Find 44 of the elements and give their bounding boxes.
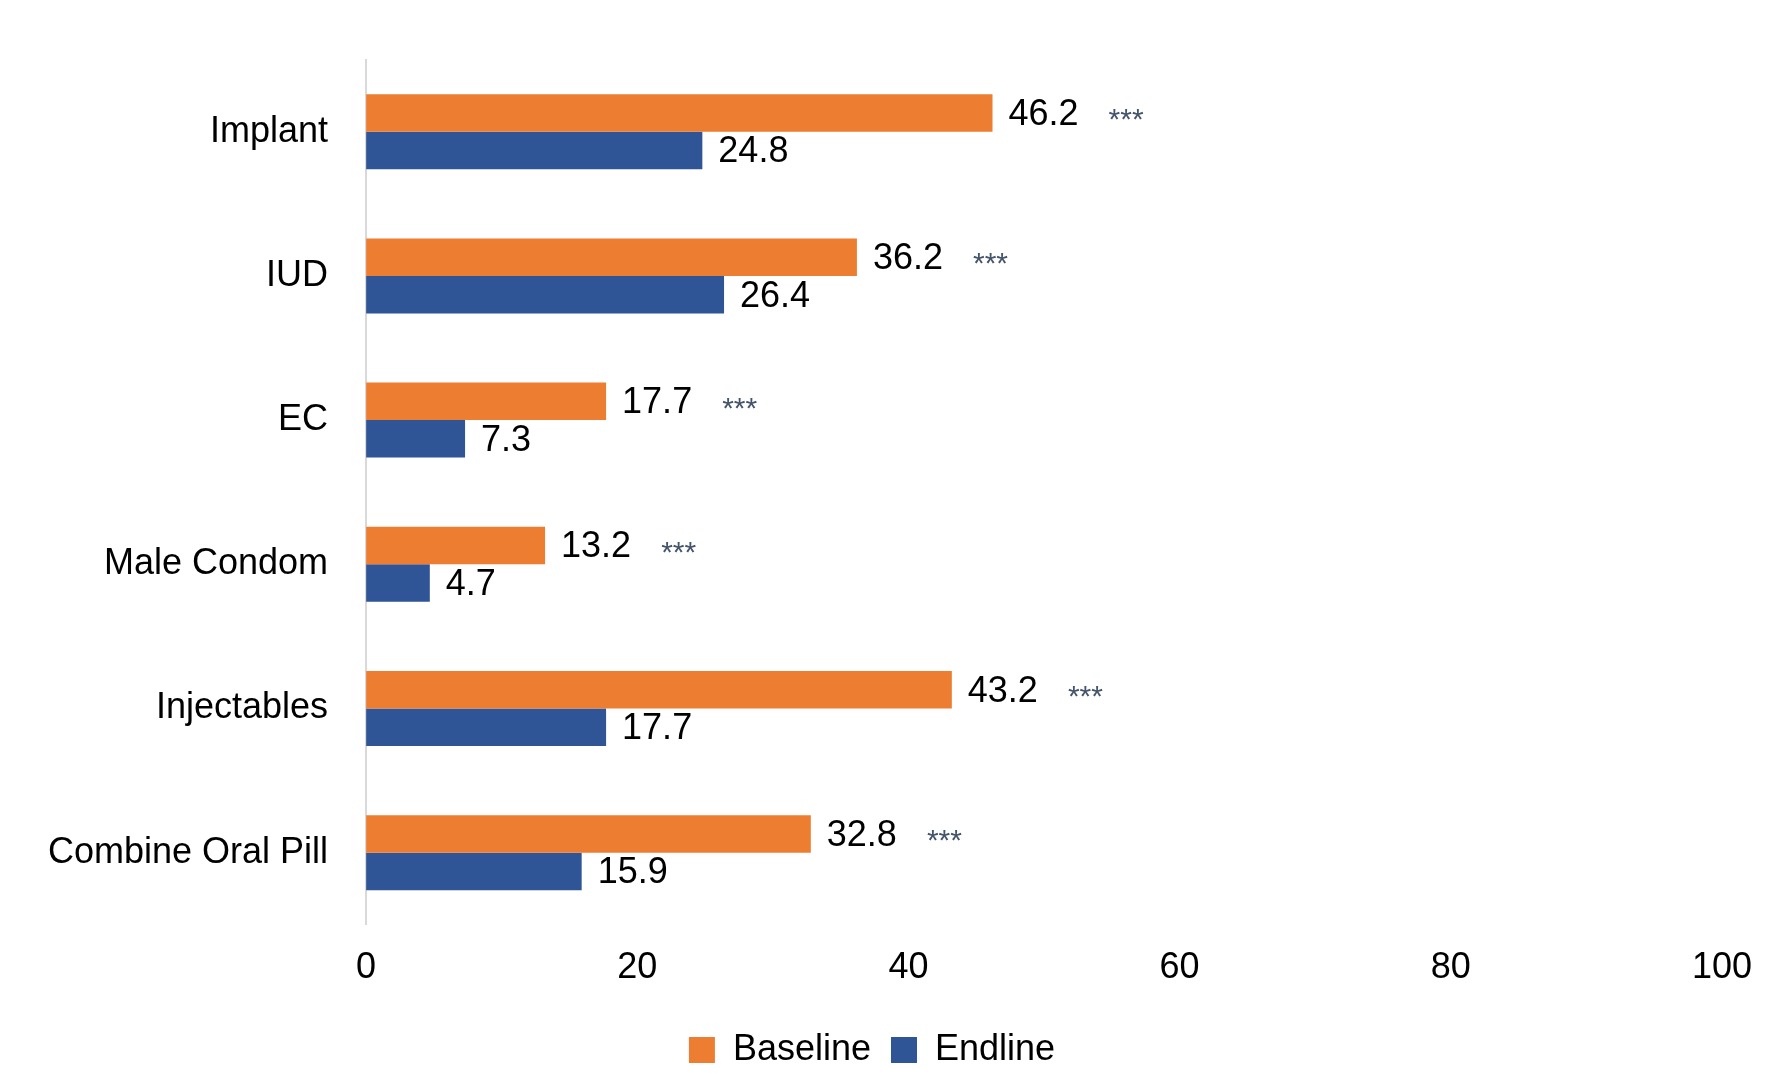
data-label: 17.7: [622, 380, 693, 422]
data-label: 7.3: [481, 417, 532, 459]
legend-label: Baseline: [732, 1026, 871, 1068]
y-tick-label: EC: [278, 397, 329, 439]
x-tick-label: 100: [1691, 945, 1753, 987]
bar: [366, 852, 582, 891]
data-label: 32.8: [826, 812, 897, 854]
data-label: 46.2: [1008, 91, 1079, 133]
legend-label: Endline: [935, 1026, 1056, 1068]
y-tick-label: Male Condom: [103, 541, 329, 583]
x-tick-label: 20: [617, 945, 658, 987]
data-label: 43.2: [967, 668, 1038, 710]
y-tick-label: IUD: [266, 252, 329, 294]
data-label: 13.2: [561, 524, 632, 566]
annotation: ***: [926, 823, 963, 857]
x-tick-label: 60: [1159, 945, 1200, 987]
bar: [366, 238, 857, 276]
data-label: 15.9: [597, 850, 668, 892]
bar: [366, 708, 607, 746]
x-tick-label: 0: [356, 945, 377, 987]
data-label: 17.7: [622, 706, 693, 748]
data-label: 36.2: [872, 236, 943, 278]
annotation: ***: [1108, 102, 1144, 136]
data-label: 4.7: [445, 561, 496, 603]
bar: [366, 131, 703, 170]
bar: [366, 564, 430, 602]
annotation: ***: [1067, 679, 1104, 713]
y-tick-label: Implant: [210, 108, 329, 150]
data-label: 24.8: [718, 129, 789, 171]
bar: [366, 94, 993, 132]
bar: [366, 420, 466, 458]
data-label: 26.4: [740, 273, 811, 315]
bar: [366, 815, 811, 853]
bar: [366, 275, 725, 314]
bar: [366, 382, 607, 421]
annotation: ***: [972, 246, 1009, 280]
bar: [366, 526, 546, 565]
y-tick-label: Combine Oral Pill: [48, 829, 329, 871]
annotation: ***: [661, 534, 697, 568]
x-tick-label: 80: [1430, 945, 1471, 987]
bar: [366, 671, 952, 709]
annotation: ***: [722, 390, 758, 424]
x-tick-label: 40: [888, 945, 929, 987]
y-tick-label: Injectables: [155, 685, 329, 727]
